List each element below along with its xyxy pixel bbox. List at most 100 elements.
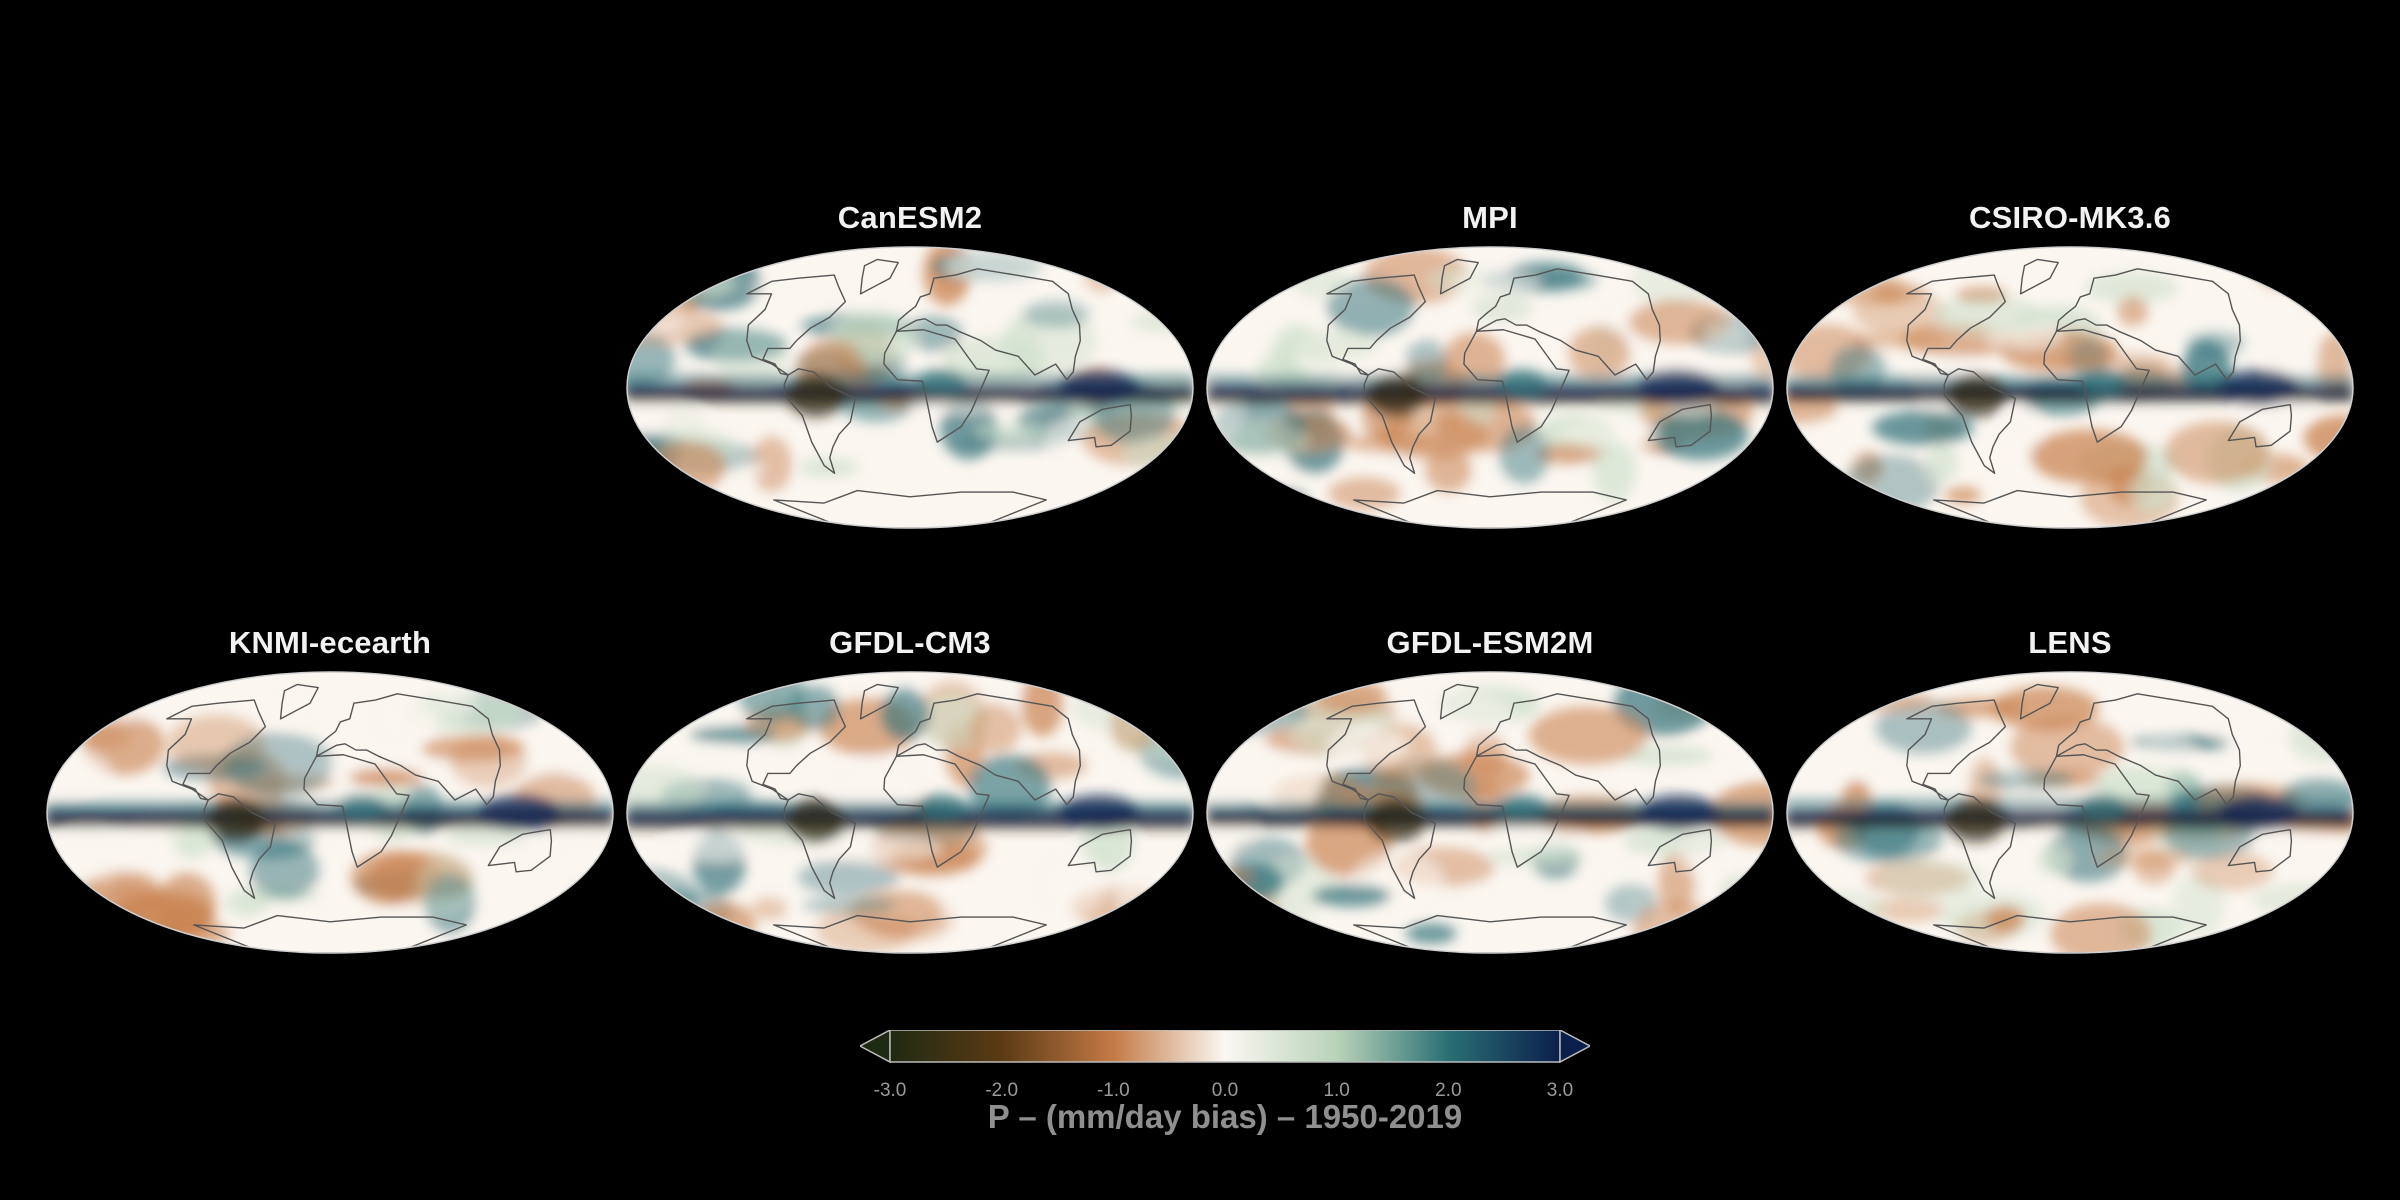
bias-blob	[1985, 905, 2026, 932]
tropical-band	[1787, 799, 2353, 808]
bias-blob	[1787, 757, 1884, 779]
bias-blob	[1592, 440, 1637, 503]
bias-blob	[2054, 353, 2174, 370]
colorbar-tick-label: -3.0	[873, 1080, 907, 1101]
bias-blob	[2300, 274, 2353, 313]
bias-hotspot	[205, 798, 266, 843]
bias-blob	[348, 768, 423, 787]
bias-blob	[1498, 425, 1550, 484]
bias-hotspot	[1058, 369, 1139, 406]
coastline	[1352, 489, 1628, 528]
bias-blob	[1328, 477, 1401, 510]
bias-field	[1787, 247, 2353, 528]
panel-title: GFDL-CM3	[829, 625, 991, 660]
bias-blob	[2164, 421, 2270, 484]
map-panel-mpi: MPI	[1205, 200, 1775, 529]
bias-blob	[1207, 687, 1309, 735]
bias-hotspot	[785, 798, 846, 843]
bias-blob	[1560, 417, 1662, 452]
bias-blob	[797, 859, 900, 896]
bias-blob	[689, 726, 777, 744]
coastline	[772, 489, 1048, 528]
tropical-band	[627, 374, 1193, 383]
coastline	[1326, 699, 1427, 801]
mollweide-map	[1206, 671, 1774, 954]
colorbar-tick-label: 1.0	[1323, 1080, 1350, 1101]
bias-hotspot	[2076, 368, 2127, 397]
bias-blob	[1281, 329, 1380, 361]
bias-blob	[2136, 735, 2198, 772]
bias-blob	[1841, 454, 1940, 514]
bias-blob	[1326, 277, 1416, 337]
coastline	[2055, 693, 2241, 806]
colorbar	[860, 1030, 1590, 1064]
bias-blob	[970, 703, 1022, 753]
bias-blob	[1121, 435, 1193, 470]
bias-hotspot	[1365, 373, 1426, 418]
bias-blob	[1253, 753, 1323, 809]
coastline	[303, 754, 410, 868]
map-outline	[626, 246, 1194, 529]
coastline	[1475, 268, 1661, 381]
bias-blob	[630, 682, 661, 731]
coastline	[1932, 489, 2208, 528]
bias-blob	[1327, 727, 1409, 763]
tropical-band	[1787, 391, 2353, 402]
bias-blob	[825, 836, 944, 860]
coastline	[1067, 828, 1133, 873]
coastline	[1363, 368, 1436, 475]
bias-blob	[263, 679, 322, 726]
bias-field	[627, 247, 1193, 528]
coastline	[279, 683, 319, 720]
coastline	[859, 258, 899, 295]
coastline	[883, 754, 990, 868]
coastlines	[1326, 683, 1713, 953]
bias-blob	[47, 900, 81, 919]
coastlines	[1906, 683, 2293, 953]
coastline	[2055, 268, 2241, 381]
bias-blob	[2312, 489, 2353, 528]
panel-title: CanESM2	[837, 200, 983, 235]
coastlines	[1326, 258, 1713, 528]
bias-hotspot	[1496, 368, 1547, 397]
panel-title: LENS	[2028, 625, 2112, 660]
bias-blob	[2117, 296, 2149, 326]
coastline	[1647, 403, 1713, 448]
coastline	[1352, 914, 1628, 953]
bias-hotspot	[2076, 793, 2127, 822]
bias-blob	[1405, 923, 1457, 944]
bias-blob	[1115, 875, 1193, 919]
bias-hotspot	[1945, 798, 2006, 843]
bias-blob	[367, 699, 440, 741]
bias-blob	[941, 336, 1045, 385]
map-outline	[626, 671, 1194, 954]
coastlines	[166, 683, 553, 953]
bias-blob	[1720, 874, 1773, 908]
bias-field	[47, 672, 613, 953]
coastline	[746, 274, 847, 376]
tropical-band	[627, 393, 1193, 404]
tropical-band	[47, 817, 613, 828]
mollweide-map	[1786, 246, 2354, 529]
bias-blob	[666, 833, 766, 861]
coastline	[192, 914, 468, 953]
bias-blob	[1462, 730, 1506, 780]
panel-title: KNMI-ecearth	[228, 625, 432, 660]
tropical-band	[1207, 802, 1773, 811]
bias-blob	[906, 316, 963, 352]
bias-hotspot	[1058, 794, 1139, 831]
panel-title: GFDL-ESM2M	[1386, 625, 1594, 660]
coastline	[1943, 368, 2016, 475]
bias-blob	[1810, 890, 1886, 929]
tropical-band	[1787, 817, 2353, 828]
bias-blob	[918, 692, 989, 749]
colorbar-label: P – (mm/day bias) – 1950-2019	[987, 1098, 1463, 1135]
bias-blob	[2047, 825, 2128, 883]
map-panel-knmi-ecearth: KNMI-ecearth	[45, 625, 615, 954]
bias-blob	[1378, 410, 1488, 460]
bias-blob	[2191, 852, 2274, 891]
bias-blob	[2297, 267, 2353, 313]
bias-blob	[61, 828, 163, 858]
coastlines	[746, 258, 1133, 528]
bias-blob	[1674, 831, 1723, 875]
